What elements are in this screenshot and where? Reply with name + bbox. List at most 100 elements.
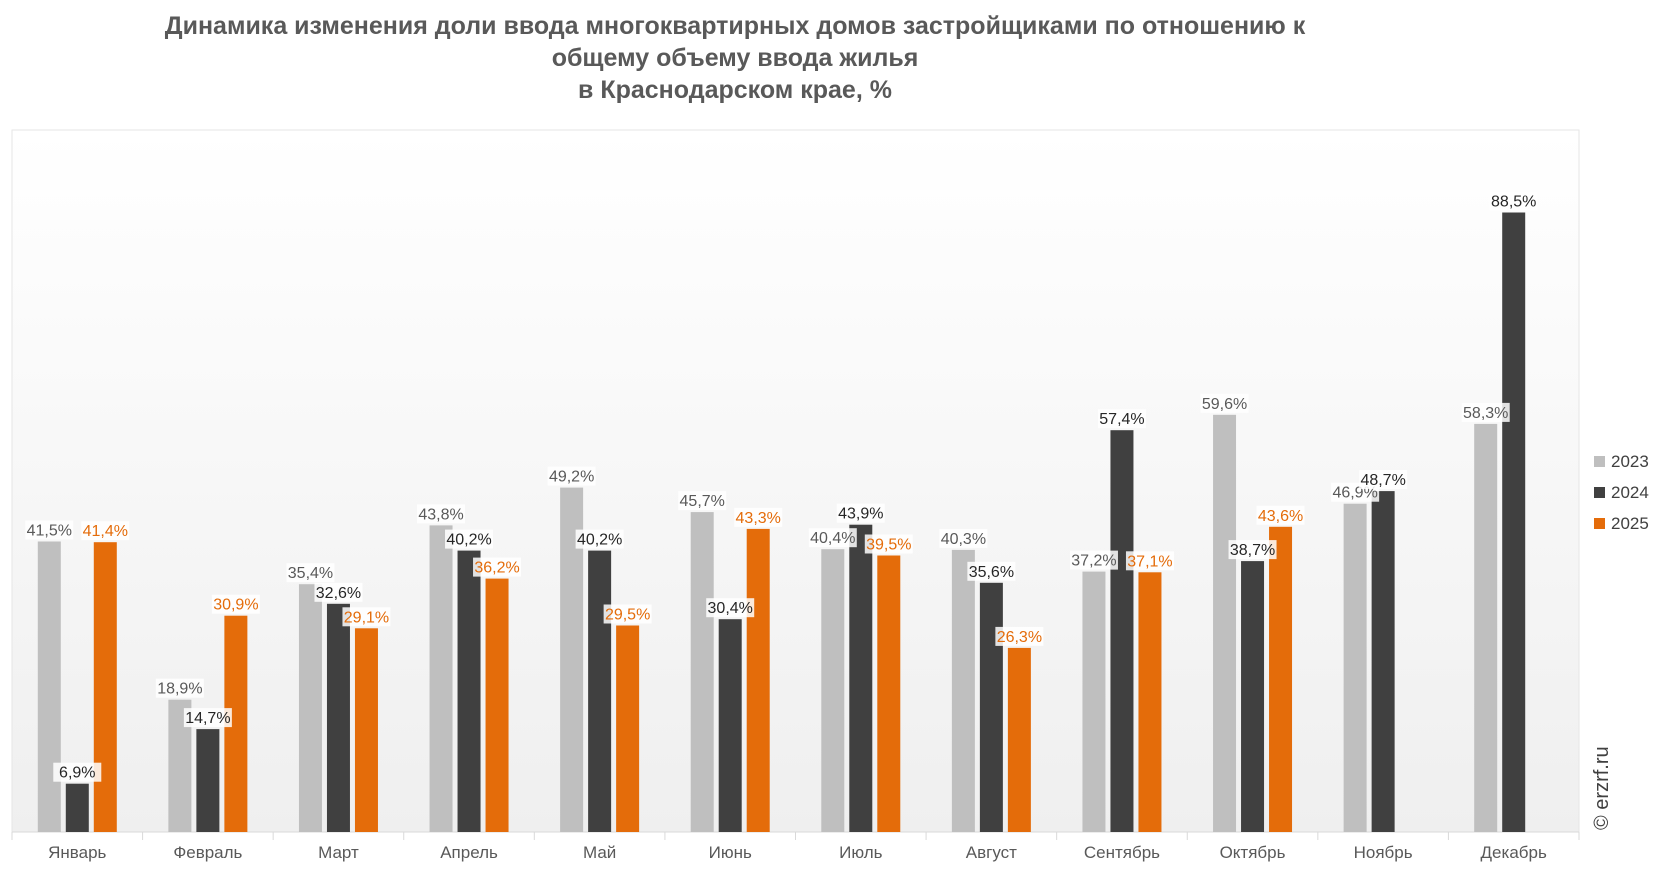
x-tick-label: Июнь [709,843,752,862]
data-label-bg [342,607,391,627]
bar-2024-11 [1502,212,1526,832]
data-label-bg [1125,551,1174,571]
x-tick-label: Сентябрь [1084,843,1160,862]
legend-swatch-2023 [1594,456,1605,467]
bar-2024-1 [196,729,220,832]
data-label-bg [1461,402,1510,422]
bar-2024-5 [718,619,742,832]
data-label-bg [1069,550,1118,570]
data-label-bg [25,520,74,540]
x-tick-label: Декабрь [1481,843,1547,862]
legend-label-2023: 2023 [1611,452,1649,471]
bar-2023-8 [1082,571,1106,832]
data-label-2024-3: 40,2% [446,532,491,549]
bar-2025-5 [746,528,770,832]
data-label-bg [995,626,1044,646]
x-tick-label: Январь [48,843,106,862]
data-label-2024-10: 48,7% [1360,472,1405,489]
bar-2023-5 [690,512,714,832]
bar-2023-0 [37,541,61,832]
x-tick-label: Ноябрь [1354,843,1413,862]
x-tick-marks [11,832,1580,840]
data-label-bg [575,529,624,549]
data-label-bg [183,708,232,728]
data-label-2023-7: 40,3% [941,531,986,548]
bar-2023-10 [1343,503,1367,832]
chart-title-line-2: общему объему ввода жилья [551,44,919,72]
data-label-2025-4: 29,5% [605,607,650,624]
legend-label-2024: 2024 [1611,483,1649,502]
bar-2023-7 [951,549,975,832]
bar-2025-2 [354,628,378,832]
data-labels: 41,5% 6,9% 41,4% 18,9% 14,7% 30,9% 35,4% 32,6% 2… [25,191,1538,782]
data-label-2023-11: 58,3% [1463,405,1508,422]
x-tick-label: Май [583,843,616,862]
bar-2023-3 [429,525,453,832]
data-label-bg [967,561,1016,581]
data-label-2025-7: 26,3% [997,629,1042,646]
data-label-bg [473,557,522,577]
bar-2025-9 [1269,526,1293,832]
data-label-2024-11: 88,5% [1491,194,1536,211]
data-label-bg [603,604,652,624]
data-label-2025-9: 43,6% [1258,508,1303,525]
legend-label-2025: 2025 [1611,514,1649,533]
data-label-bg [734,507,783,527]
data-label-2025-5: 43,3% [736,510,781,527]
data-label-2024-6: 43,9% [838,506,883,523]
bar-2025-7 [1007,647,1031,832]
data-label-bg [808,528,857,548]
data-label-bg [1200,393,1249,413]
data-label-2023-3: 43,8% [418,506,463,523]
data-label-bg [547,466,596,486]
chart-title-line-3: в Краснодарском крае, % [578,76,892,104]
data-label-bg [678,491,727,511]
plot-area [11,129,1580,833]
data-label-bg [836,503,885,523]
data-label-2024-2: 32,6% [316,585,361,602]
data-label-2023-1: 18,9% [157,681,202,698]
bar-2024-8 [1110,430,1134,832]
bar-2023-4 [560,487,584,832]
data-label-bg [1256,505,1305,525]
bar-2025-4 [616,625,640,832]
watermark: © erzrf.ru [1591,746,1613,830]
data-label-2025-3: 36,2% [474,560,519,577]
bar-2025-6 [877,555,901,832]
bar-2023-9 [1213,414,1237,832]
data-label-bg [211,594,260,614]
bar-2024-7 [979,582,1003,832]
x-tick-label: Октябрь [1220,843,1286,862]
data-label-2023-6: 40,4% [810,530,855,547]
bar-2024-4 [588,550,612,832]
x-tick-labels: Январь Февраль Март Апрель Май Июнь Июль Август… [48,843,1547,862]
data-label-bg [155,678,204,698]
data-label-2023-0: 41,5% [27,523,72,540]
data-label-2025-8: 37,1% [1127,553,1172,570]
bar-2025-0 [93,542,117,832]
data-label-bg [81,521,130,541]
data-label-2024-1: 14,7% [185,710,230,727]
legend-swatch-2024 [1594,487,1605,498]
data-label-bg [1097,409,1146,429]
data-label-2023-9: 59,6% [1202,396,1247,413]
data-label-bg [864,534,913,554]
x-tick-label: Апрель [440,843,498,862]
bar-2023-1 [168,699,192,832]
data-label-2024-7: 35,6% [969,564,1014,581]
data-label-2023-5: 45,7% [680,493,725,510]
data-label-2023-8: 37,2% [1071,553,1116,570]
data-label-bg [1489,191,1538,211]
data-label-2023-2: 35,4% [288,565,333,582]
data-label-2025-0: 41,4% [83,523,128,540]
bar-2024-10 [1371,491,1395,832]
bar-2025-3 [485,578,509,832]
bar-2024-6 [849,524,873,832]
x-tick-label: Июль [839,843,883,862]
data-label-bg [53,762,102,782]
data-label-bg [1359,470,1408,490]
bar-2024-2 [326,603,350,832]
chart-title-line-1: Динамика изменения доли ввода многокварт… [164,12,1306,40]
bar-2024-3 [457,550,481,832]
